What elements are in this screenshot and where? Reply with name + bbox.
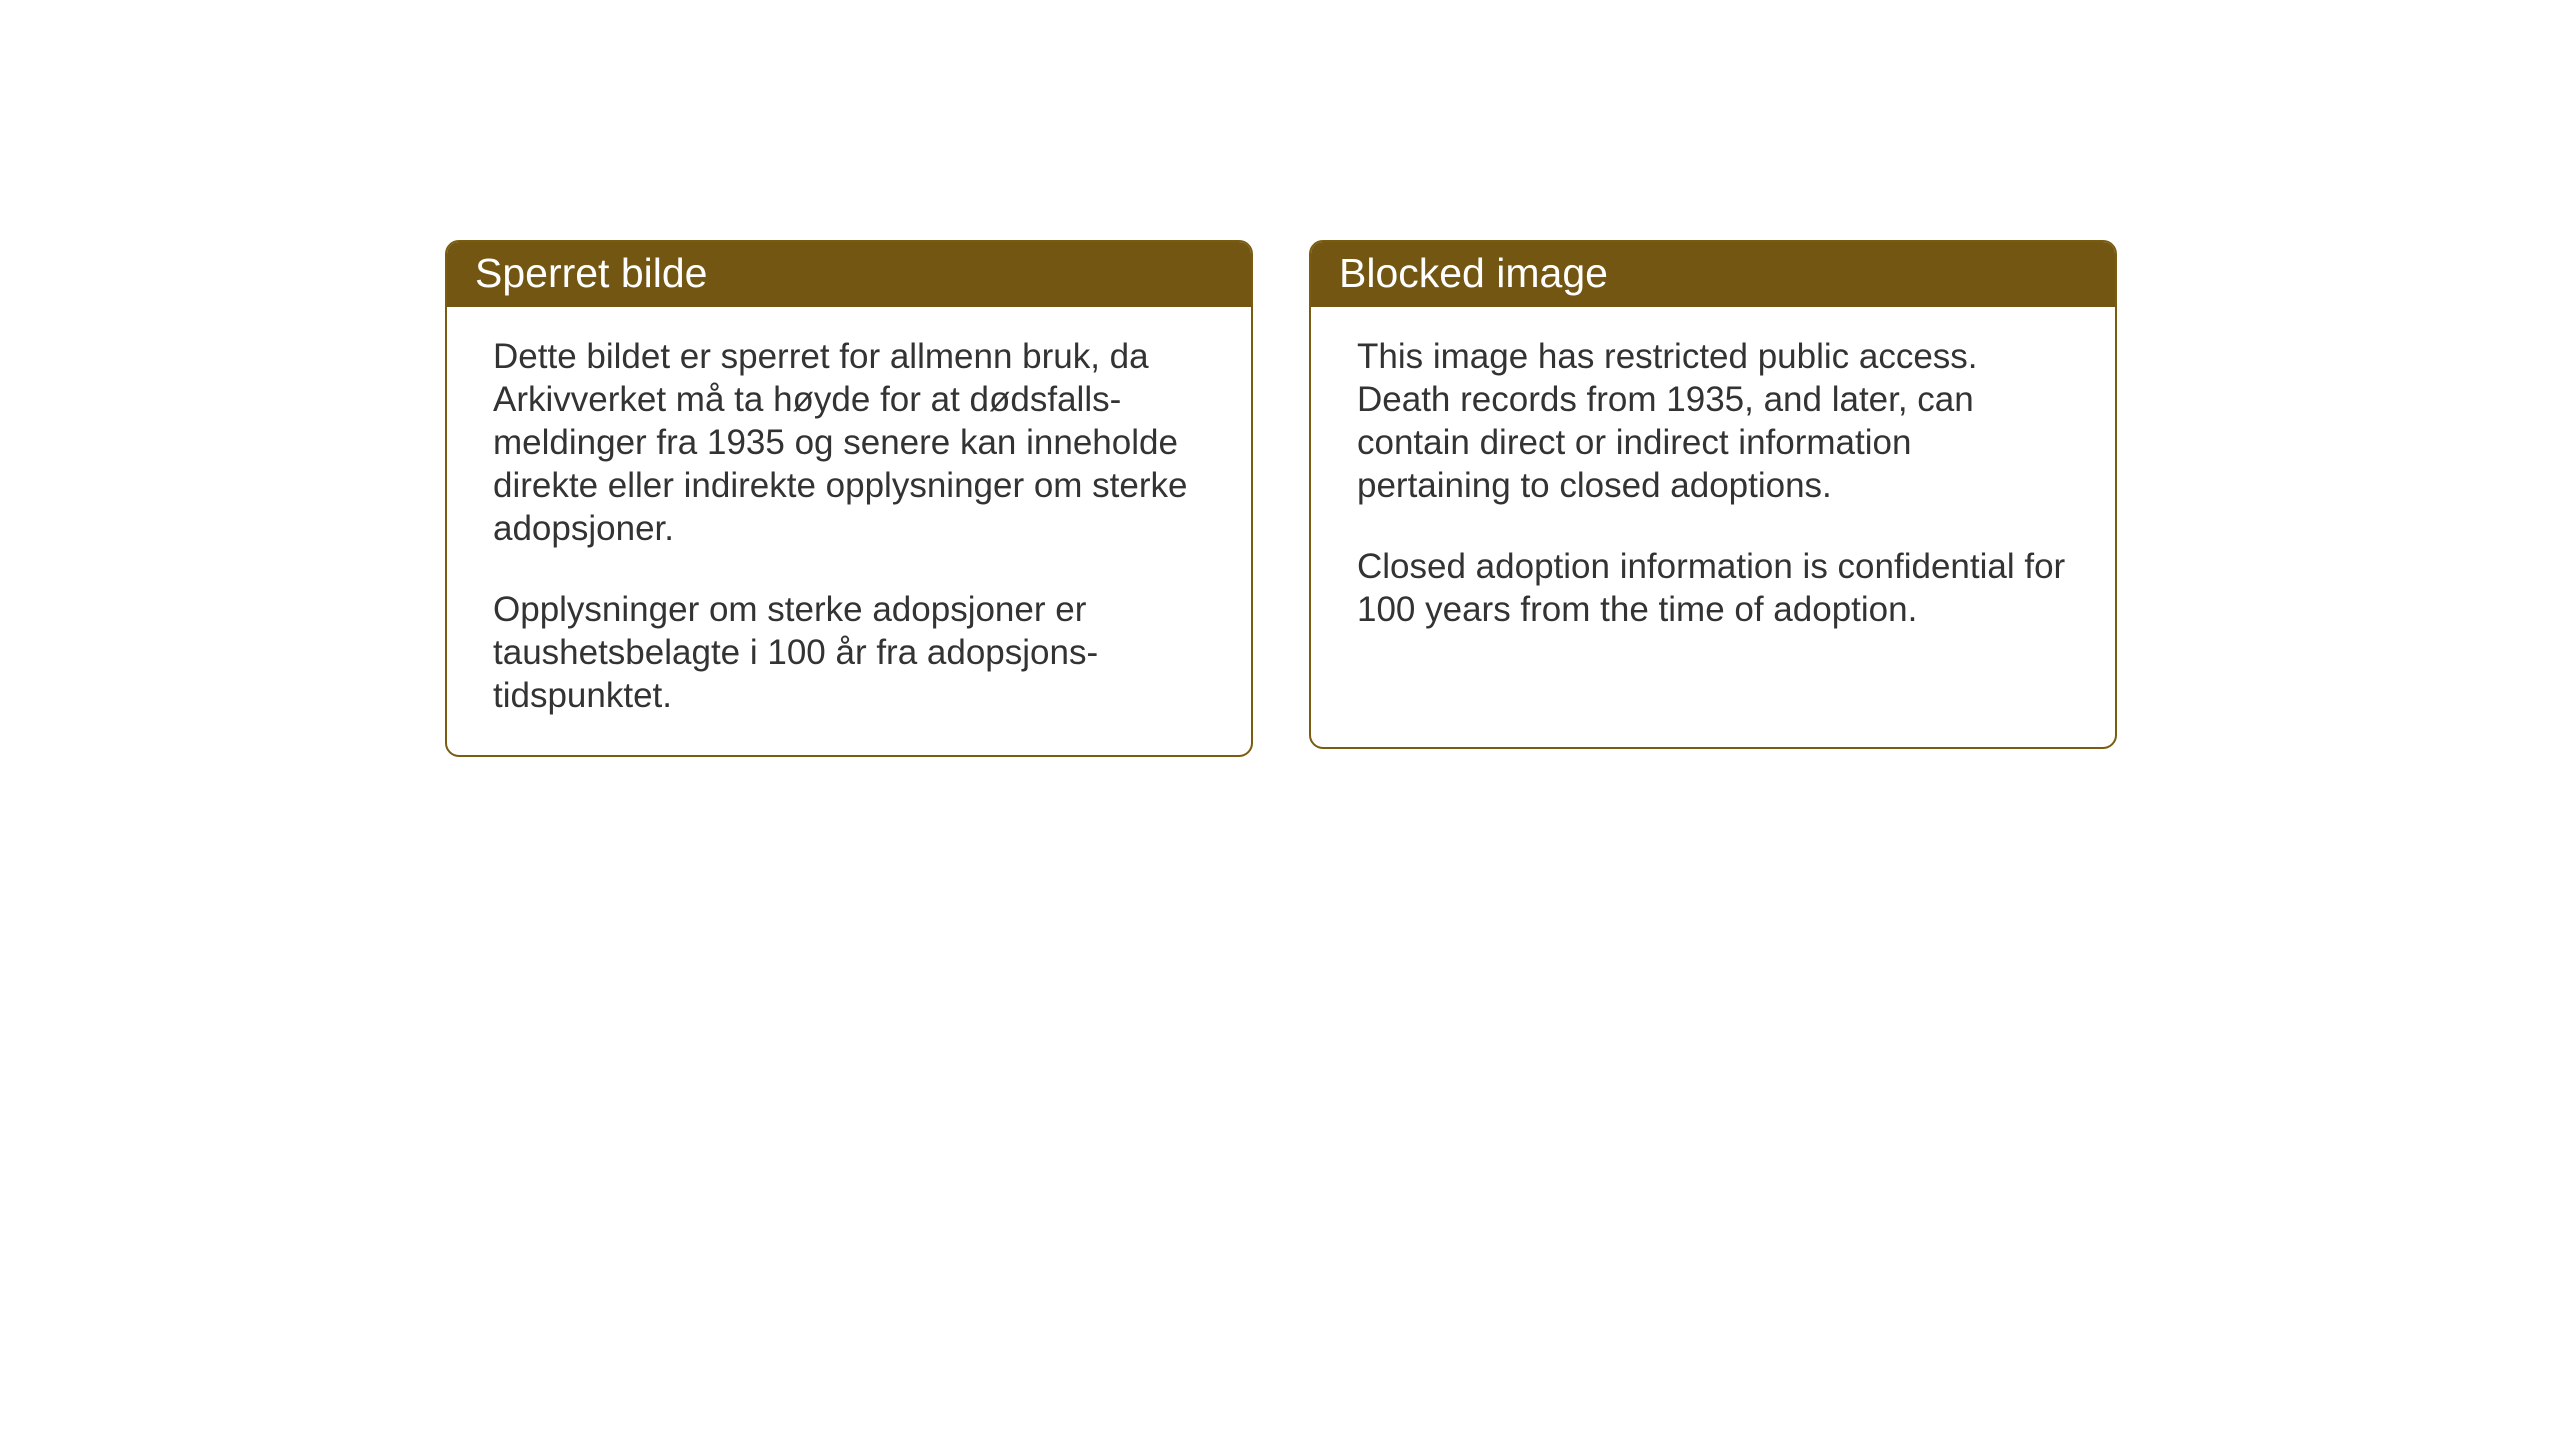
notice-paragraph: This image has restricted public access.… — [1357, 335, 2069, 507]
notice-paragraph: Closed adoption information is confident… — [1357, 545, 2069, 631]
notice-header-english: Blocked image — [1311, 242, 2115, 307]
notice-paragraph: Dette bildet er sperret for allmenn bruk… — [493, 335, 1205, 550]
notice-header-norwegian: Sperret bilde — [447, 242, 1251, 307]
notice-card-norwegian: Sperret bilde Dette bildet er sperret fo… — [445, 240, 1253, 757]
notice-container: Sperret bilde Dette bildet er sperret fo… — [445, 240, 2117, 757]
notice-body-english: This image has restricted public access.… — [1311, 307, 2115, 669]
notice-body-norwegian: Dette bildet er sperret for allmenn bruk… — [447, 307, 1251, 755]
notice-card-english: Blocked image This image has restricted … — [1309, 240, 2117, 749]
notice-paragraph: Opplysninger om sterke adopsjoner er tau… — [493, 588, 1205, 717]
